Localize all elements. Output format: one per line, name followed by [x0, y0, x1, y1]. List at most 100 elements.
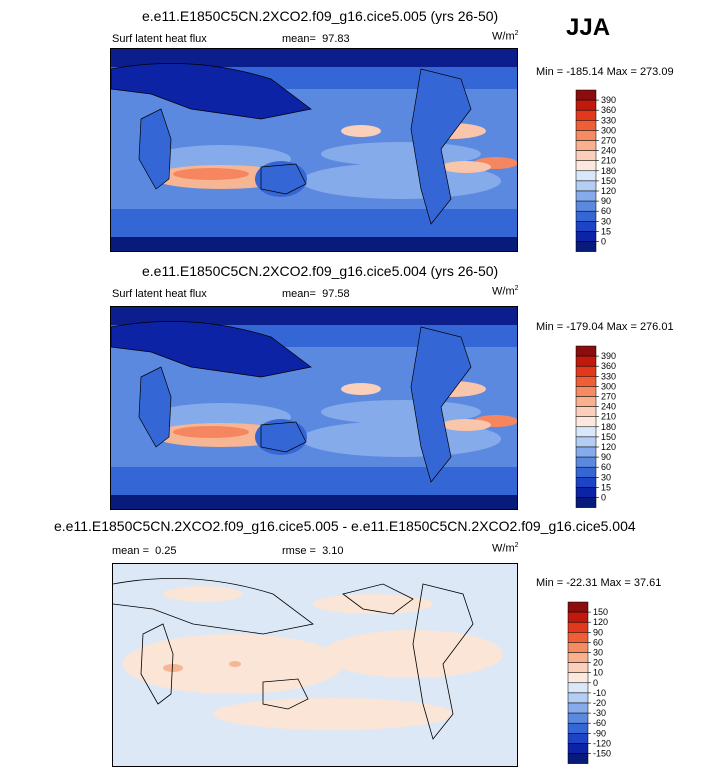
- colorbar-swatch: [567, 702, 589, 714]
- colorbar-swatch: [575, 140, 597, 151]
- colorbar-swatch: [575, 466, 597, 478]
- panel3-map: [112, 563, 518, 767]
- panel2-units: W/m2: [492, 285, 519, 298]
- panel2-mean-label: mean= 97.58: [282, 288, 350, 300]
- colorbar-swatch: [567, 753, 589, 764]
- colorbar-tick-label: 120: [601, 442, 616, 452]
- colorbar-swatch: [567, 682, 589, 694]
- colorbar-tick-label: 240: [601, 402, 616, 412]
- panel3-rmse-label: rmse = 3.10: [282, 545, 344, 557]
- panel2-title: e.e11.E1850C5CN.2XCO2.f09_g16.cice5.004 …: [142, 263, 499, 279]
- colorbar-tick-label: 60: [601, 462, 611, 472]
- colorbar-swatch: [575, 355, 597, 367]
- colorbar-tick-label: 10: [593, 668, 603, 678]
- colorbar-swatch: [575, 477, 597, 488]
- colorbar-tick-label: 210: [601, 156, 616, 166]
- colorbar-tick-label: 90: [593, 627, 603, 637]
- colorbar-swatch: [575, 190, 597, 202]
- panel2-minmax: Min = -179.04 Max = 276.01: [536, 321, 674, 333]
- colorbar-swatch: [575, 210, 597, 222]
- colorbar-swatch: [575, 406, 597, 417]
- panel3-units: W/m2: [492, 542, 519, 555]
- panel3-mean-label: mean = 0.25: [112, 545, 177, 557]
- panel1-variable-label: Surf latent heat flux: [112, 33, 207, 45]
- colorbar-swatch: [575, 436, 597, 448]
- colorbar-swatch: [567, 692, 589, 704]
- colorbar-swatch: [567, 672, 589, 684]
- colorbar-swatch: [575, 376, 597, 387]
- colorbar-swatch: [575, 487, 597, 498]
- colorbar-tick-label: 300: [601, 381, 616, 391]
- colorbar-tick-label: 120: [593, 617, 608, 627]
- colorbar-tick-label: 150: [593, 607, 608, 617]
- colorbar-tick-label: 270: [601, 392, 616, 402]
- colorbar-swatch: [575, 130, 597, 141]
- colorbar-swatch: [567, 662, 589, 673]
- colorbar-tick-label: 360: [601, 361, 616, 371]
- colorbar-swatch: [567, 611, 589, 623]
- colorbar-tick-label: -90: [593, 728, 606, 738]
- season-label: JJA: [566, 14, 611, 41]
- colorbar-swatch: [575, 386, 597, 397]
- colorbar-tick-label: 270: [601, 136, 616, 146]
- colorbar-swatch: [567, 652, 589, 663]
- colorbar-swatch: [575, 160, 597, 172]
- colorbar-tick-label: 0: [601, 493, 606, 503]
- colorbar-swatch: [575, 170, 597, 182]
- colorbar-tick-label: 60: [601, 206, 611, 216]
- panel1-title: e.e11.E1850C5CN.2XCO2.f09_g16.cice5.005 …: [142, 8, 499, 24]
- colorbar-tick-label: -60: [593, 718, 606, 728]
- colorbar-tick-label: 240: [601, 146, 616, 156]
- colorbar-tick-label: -10: [593, 688, 606, 698]
- panel2-variable-label: Surf latent heat flux: [112, 288, 207, 300]
- colorbar-swatch: [567, 743, 589, 754]
- colorbar-swatch: [575, 396, 597, 407]
- colorbar-swatch: [575, 89, 597, 101]
- colorbar-swatch: [575, 120, 597, 131]
- colorbar-swatch: [575, 446, 597, 458]
- colorbar-tick-label: -120: [593, 738, 611, 748]
- colorbar-tick-label: 20: [593, 658, 603, 668]
- colorbar-swatch: [575, 416, 597, 428]
- colorbar-swatch: [575, 180, 597, 192]
- colorbar-tick-label: 60: [593, 637, 603, 647]
- colorbar-tick-label: 30: [593, 648, 603, 658]
- panel1-colorbar: 390 360 330 300 270 240 210 180 150 120 90 60 30 15 0: [575, 89, 636, 260]
- colorbar-swatch: [567, 733, 589, 744]
- colorbar-tick-label: 150: [601, 432, 616, 442]
- colorbar-swatch: [567, 632, 589, 643]
- colorbar-swatch: [575, 150, 597, 161]
- colorbar-tick-label: 330: [601, 371, 616, 381]
- colorbar-swatch: [575, 241, 597, 252]
- colorbar-tick-label: 360: [601, 105, 616, 115]
- colorbar-tick-label: 180: [601, 166, 616, 176]
- colorbar-tick-label: 15: [601, 482, 611, 492]
- panel2-colorbar: 390 360 330 300 270 240 210 180 150 120 90 60 30 15 0: [575, 345, 636, 516]
- colorbar-tick-label: 120: [601, 186, 616, 196]
- colorbar-tick-label: -20: [593, 698, 606, 708]
- colorbar-tick-label: 390: [601, 351, 616, 361]
- panel2-map: [110, 306, 518, 510]
- colorbar-tick-label: -150: [593, 749, 611, 759]
- colorbar-swatch: [575, 365, 597, 377]
- panel3-colorbar: 150 120 90 60 30 20 10 0 -10 -20 -30 -60 -90 -120 -150: [567, 601, 638, 772]
- colorbar-tick-label: 180: [601, 422, 616, 432]
- colorbar-swatch: [575, 497, 597, 508]
- colorbar-swatch: [567, 722, 589, 734]
- panel1-units: W/m2: [492, 30, 519, 43]
- colorbar-swatch: [575, 426, 597, 438]
- colorbar-swatch: [575, 456, 597, 468]
- colorbar-swatch: [567, 642, 589, 653]
- panel3-minmax: Min = -22.31 Max = 37.61: [536, 577, 662, 589]
- colorbar-swatch: [575, 231, 597, 242]
- colorbar-swatch: [575, 221, 597, 232]
- colorbar-tick-label: 0: [593, 678, 598, 688]
- colorbar-tick-label: 210: [601, 412, 616, 422]
- colorbar-swatch: [575, 109, 597, 121]
- colorbar-swatch: [567, 621, 589, 633]
- colorbar-tick-label: 90: [601, 196, 611, 206]
- colorbar-swatch: [575, 99, 597, 111]
- colorbar-tick-label: 15: [601, 226, 611, 236]
- colorbar-tick-label: 0: [601, 237, 606, 247]
- colorbar-tick-label: 30: [601, 472, 611, 482]
